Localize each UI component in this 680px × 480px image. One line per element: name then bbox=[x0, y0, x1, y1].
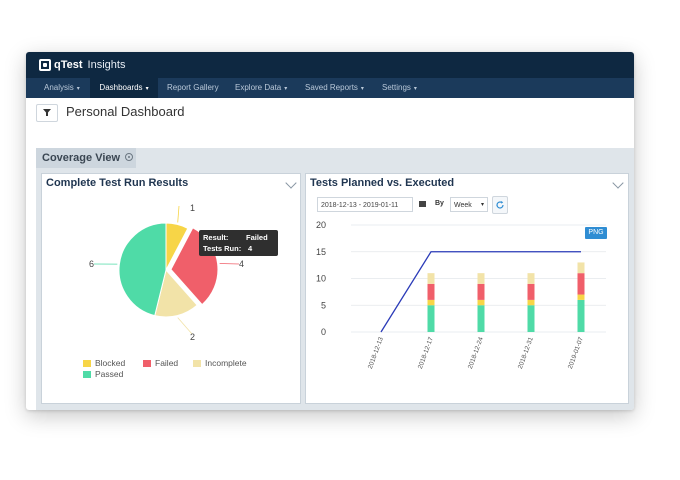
pie-tooltip: Result: Failed Tests Run: 4 bbox=[199, 230, 278, 256]
bar-chart: 0 5 10 15 20 2018-12-13 2018-12-17 2018-12-24 20… bbox=[316, 220, 606, 370]
pie-label-incomplete: 2 bbox=[190, 332, 196, 342]
bar-segment[interactable] bbox=[477, 283, 485, 300]
y-tick-label: 10 bbox=[316, 274, 326, 284]
legend-passed[interactable]: Passed bbox=[83, 369, 123, 379]
pie-chart-panel: Complete Test Run Results 1 4 2 6 Result… bbox=[41, 173, 301, 404]
brand-name: qTest bbox=[54, 59, 83, 71]
chevron-down-icon: ▾ bbox=[480, 202, 484, 208]
tooltip-result-value: Failed bbox=[246, 233, 268, 242]
main-nav: Analysis ▾ Dashboards ▾ Report Gallery Exp… bbox=[26, 78, 634, 98]
legend-incomplete[interactable]: Incomplete bbox=[193, 358, 247, 368]
bar-segment[interactable] bbox=[427, 283, 435, 300]
pie-label-blocked: 1 bbox=[190, 203, 196, 213]
nav-report-gallery[interactable]: Report Gallery bbox=[167, 83, 219, 92]
date-range-input[interactable]: 2018-12-13 - 2019-01-11 bbox=[317, 197, 413, 212]
pie-connector-failed bbox=[219, 263, 240, 265]
page-title: Personal Dashboard bbox=[66, 104, 185, 119]
export-png-button[interactable]: PNG bbox=[585, 227, 607, 239]
legend-failed[interactable]: Failed bbox=[143, 358, 178, 368]
coverage-view-label: Coverage View bbox=[42, 152, 121, 164]
planned-line[interactable] bbox=[380, 251, 581, 333]
refresh-icon bbox=[496, 201, 504, 209]
bar-segment[interactable] bbox=[477, 273, 485, 284]
bar-panel-title: Tests Planned vs. Executed bbox=[310, 177, 455, 189]
chevron-down-icon: ▾ bbox=[76, 86, 80, 92]
app-window: qTest Insights Analysis ▾ Dashboards ▾ Rep… bbox=[26, 52, 634, 410]
failed-swatch bbox=[143, 360, 151, 368]
bar-segment[interactable] bbox=[427, 305, 435, 332]
nav-analysis[interactable]: Analysis ▾ bbox=[44, 83, 80, 92]
bar-segment[interactable] bbox=[577, 273, 585, 295]
x-tick-label: 2018-12-31 bbox=[517, 336, 535, 370]
x-tick-label: 2018-12-13 bbox=[367, 336, 385, 370]
x-tick-label: 2018-12-17 bbox=[417, 336, 435, 370]
bar-chart-panel: Tests Planned vs. Executed 2018-12-13 - … bbox=[305, 173, 629, 404]
tooltip-runs-label: Tests Run: bbox=[203, 244, 242, 253]
chevron-down-icon: ▾ bbox=[360, 86, 364, 92]
top-bar: qTest Insights bbox=[26, 52, 634, 78]
settings-icon[interactable] bbox=[125, 153, 133, 161]
tooltip-runs-value: 4 bbox=[248, 244, 253, 253]
pie-label-failed: 4 bbox=[239, 259, 245, 269]
coverage-view-tab[interactable] bbox=[36, 148, 136, 168]
by-label: By bbox=[435, 200, 444, 207]
chevron-down-icon: ▾ bbox=[413, 86, 417, 92]
bar-segment[interactable] bbox=[427, 273, 435, 284]
pie-connector-blocked bbox=[177, 205, 180, 223]
bar-segment[interactable] bbox=[527, 283, 535, 300]
app-logo[interactable]: qTest Insights bbox=[39, 58, 125, 72]
filter-button[interactable] bbox=[36, 104, 58, 122]
incomplete-swatch bbox=[193, 360, 201, 368]
pie-panel-title: Complete Test Run Results bbox=[46, 177, 189, 189]
y-tick-label: 20 bbox=[316, 220, 326, 230]
bar-segment[interactable] bbox=[477, 299, 485, 306]
pie-label-passed: 6 bbox=[89, 259, 95, 269]
chevron-down-icon: ▾ bbox=[284, 86, 288, 92]
nav-dashboards[interactable]: Dashboards ▾ bbox=[90, 78, 158, 98]
refresh-button[interactable] bbox=[492, 196, 508, 214]
bar-segment[interactable] bbox=[477, 305, 485, 332]
x-tick-label: 2018-12-24 bbox=[467, 336, 485, 370]
passed-swatch bbox=[83, 371, 91, 379]
x-tick-label: 2019-01-07 bbox=[567, 336, 585, 370]
bar-segment[interactable] bbox=[577, 299, 585, 332]
bar-segment[interactable] bbox=[427, 299, 435, 306]
legend-blocked[interactable]: Blocked bbox=[83, 358, 125, 368]
chevron-down-icon: ▾ bbox=[145, 86, 149, 92]
y-tick-label: 15 bbox=[316, 247, 326, 257]
nav-settings[interactable]: Settings ▾ bbox=[382, 83, 417, 92]
filter-icon bbox=[43, 109, 51, 116]
qtest-logo-icon bbox=[39, 59, 51, 71]
y-tick-label: 5 bbox=[321, 300, 326, 310]
bar-segment[interactable] bbox=[577, 262, 585, 274]
pie-connector-incomplete bbox=[177, 317, 193, 335]
tooltip-result-label: Result: bbox=[203, 233, 229, 242]
bar-segment[interactable] bbox=[527, 299, 535, 306]
pie-chart bbox=[93, 205, 240, 335]
bar-segment[interactable] bbox=[527, 305, 535, 332]
bar-segment[interactable] bbox=[577, 294, 585, 300]
y-tick-label: 0 bbox=[321, 327, 326, 337]
period-select[interactable]: Week ▾ bbox=[450, 197, 488, 212]
nav-saved-reports[interactable]: Saved Reports ▾ bbox=[305, 83, 364, 92]
pie-slice-passed[interactable] bbox=[118, 222, 167, 317]
bar-segment[interactable] bbox=[527, 273, 535, 284]
product-name: Insights bbox=[87, 59, 126, 71]
calendar-icon[interactable] bbox=[419, 201, 426, 207]
nav-explore-data[interactable]: Explore Data ▾ bbox=[235, 83, 288, 92]
blocked-swatch bbox=[83, 360, 91, 368]
